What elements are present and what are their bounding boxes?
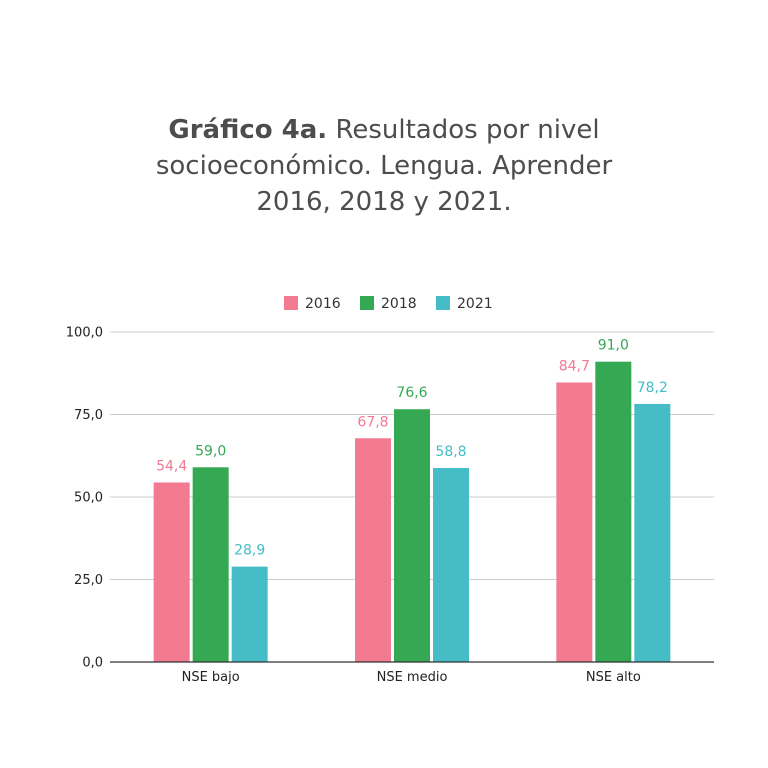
title-rest: Resultados por nivel [327,115,600,145]
data-label: 84,7 [559,358,590,374]
data-label: 78,2 [637,380,668,396]
y-tick-label: 0,0 [82,656,103,671]
y-tick-label: 100,0 [66,326,103,341]
data-label: 67,8 [357,414,388,430]
x-tick-label: NSE bajo [182,670,240,685]
bar [595,361,632,662]
y-axis: 0,0 25,0 50,0 75,0 100,0 [66,326,103,671]
bar [556,382,593,662]
title-bold: Gráfico 4a. [168,115,328,145]
legend-swatch [360,296,374,310]
data-label: 91,0 [598,338,629,354]
bar [153,482,190,662]
data-label: 76,6 [396,385,427,401]
bars [153,361,671,662]
value-labels: 54,4 59,0 28,9 67,8 76,6 58,8 84,7 91,0 78,2 [156,338,668,559]
title-line-3: 2016, 2018 y 2021. [256,187,512,217]
y-tick-label: 25,0 [74,573,103,588]
legend-swatch [436,296,450,310]
y-tick-label: 75,0 [74,408,103,423]
legend-label: 2018 [381,296,417,312]
x-axis: NSE bajo NSE medio NSE alto [110,661,714,685]
bar [355,438,391,662]
title-line-1: Gráfico 4a. Resultados por nivel [0,112,768,148]
bar [231,566,268,662]
bar [634,403,671,662]
data-label: 58,8 [435,444,466,460]
data-label: 28,9 [234,543,265,559]
bar [394,409,430,662]
legend-label: 2016 [305,296,341,312]
data-label: 59,0 [195,443,226,459]
y-tick-label: 50,0 [74,491,103,506]
bar [433,467,469,662]
x-tick-label: NSE medio [377,670,448,685]
bar [192,467,229,662]
chart-title: Gráfico 4a. Resultados por nivel socioec… [0,112,768,220]
title-line-2: socioeconómico. Lengua. Aprender [155,151,613,181]
x-tick-label: NSE alto [586,670,641,685]
legend-swatch [284,296,298,310]
legend-label: 2021 [457,296,493,312]
data-label: 54,4 [156,458,187,474]
legend: 2016 2018 2021 [284,296,493,312]
